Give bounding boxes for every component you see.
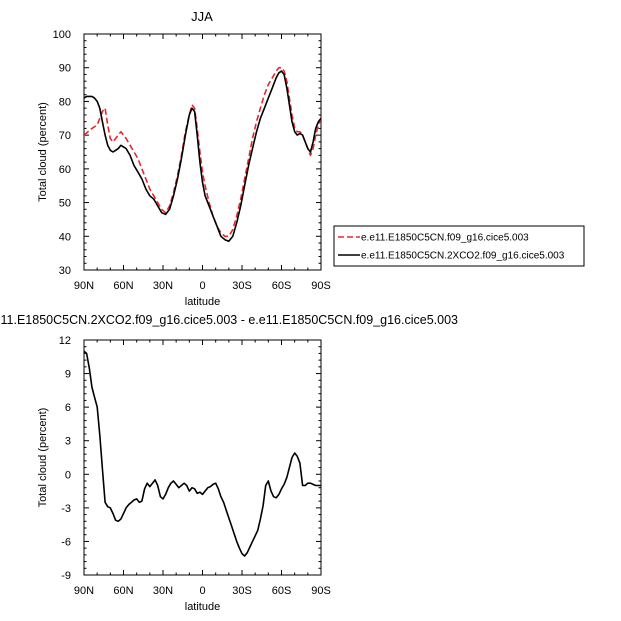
- plot-frame: [83, 33, 322, 271]
- y-tick-label: 3: [65, 436, 71, 448]
- y-tick-label: 90: [59, 63, 71, 75]
- y-tick-label: 70: [59, 130, 71, 142]
- x-axis-label: latitude: [185, 601, 220, 613]
- y-tick-label: 80: [59, 96, 71, 108]
- series-line-2: [84, 70, 321, 243]
- y-tick-label: 12: [59, 335, 71, 347]
- x-tick-label: 30N: [153, 585, 173, 597]
- y-tick-label: -9: [61, 570, 71, 582]
- y-tick-label: -3: [61, 503, 71, 515]
- x-tick-label: 60S: [272, 585, 292, 597]
- chart-title: JJA: [191, 9, 213, 24]
- series-line-1: [84, 66, 321, 238]
- x-tick-label: 90N: [74, 280, 94, 292]
- chart-title: e.e11.E1850C5CN.2XCO2.f09_g16.cice5.003 …: [0, 313, 458, 327]
- x-tick-label: 90N: [74, 585, 94, 597]
- y-axis-label: Total cloud (percent): [37, 408, 49, 508]
- y-tick-label: 50: [59, 198, 71, 210]
- legend: e.e11.E1850C5CN.f09_g16.cice5.003 e.e11.E…: [333, 225, 585, 267]
- y-axis-label: Total cloud (percent): [37, 102, 49, 202]
- series-line-1: [84, 350, 321, 557]
- y-tick-label: 9: [65, 369, 71, 381]
- x-tick-label: 30S: [232, 585, 252, 597]
- legend-label-1: e.e11.E1850C5CN.f09_g16.cice5.003: [361, 233, 529, 244]
- y-tick-label: -6: [61, 536, 71, 548]
- jja-total-cloud-chart: JJA 90N 60N 30N 0 30S 60S 90S 30 40 50 60 70 80 90 100 l…: [37, 9, 585, 308]
- y-tick-label: 30: [59, 265, 71, 277]
- x-tick-label: 30N: [153, 280, 173, 292]
- x-tick-label: 60S: [272, 280, 292, 292]
- x-tick-label: 90S: [311, 585, 331, 597]
- legend-box: [333, 225, 585, 267]
- x-tick-label: 60N: [113, 585, 133, 597]
- y-tick-label: 100: [53, 29, 71, 41]
- y-tick-label: 0: [65, 469, 71, 481]
- difference-total-cloud-chart: e.e11.E1850C5CN.2XCO2.f09_g16.cice5.003 …: [0, 313, 458, 613]
- y-tick-label: 6: [65, 402, 71, 414]
- x-tick-label: 0: [199, 585, 205, 597]
- x-tick-label: 30S: [232, 280, 252, 292]
- x-tick-label: 60N: [113, 280, 133, 292]
- x-axis-label: latitude: [185, 296, 220, 308]
- y-tick-label: 40: [59, 231, 71, 243]
- y-tick-label: 60: [59, 164, 71, 176]
- plot-frame: [83, 339, 322, 576]
- x-tick-label: 90S: [311, 280, 331, 292]
- x-tick-label: 0: [199, 280, 205, 292]
- legend-label-2: e.e11.E1850C5CN.2XCO2.f09_g16.cice5.003: [361, 251, 565, 262]
